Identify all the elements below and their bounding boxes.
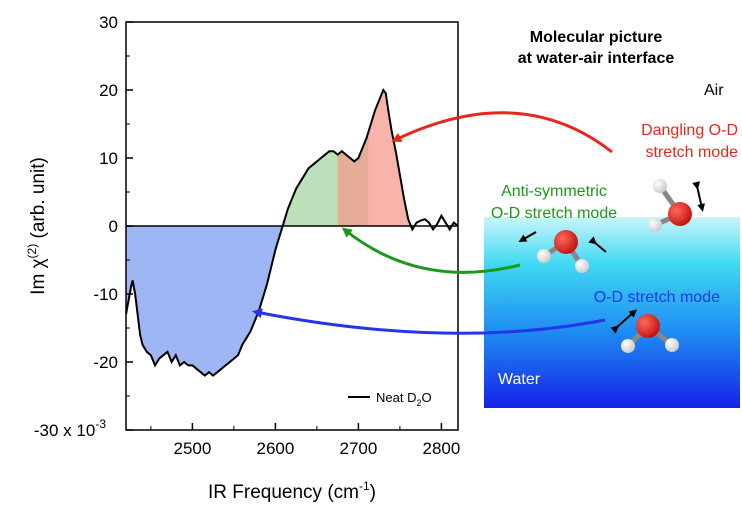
y-tick-label: 20 [99,81,118,100]
air-label: Air [704,82,724,99]
x-tick-label: 2700 [339,439,377,458]
y-tick-label: -20 [93,353,118,372]
title-line-2: at water-air interface [518,50,675,67]
molecule-antisym [518,230,607,273]
x-tick-label: 2800 [422,439,460,458]
antisym-label-line-1: Anti-symmetric [501,183,607,200]
antisym-label-line-2: O-D stretch mode [491,205,617,222]
y-tick-label: -10 [93,285,118,304]
dangling-label-line-2: stretch mode [646,144,739,161]
legend: Neat D2O [348,390,432,408]
title-line-1: Molecular picture [530,29,663,46]
arrow-antisym [341,227,521,274]
plot-area: 2500 2600 2700 2800 30 20 10 0 -10 -20 -30 x 10-3 [34,13,460,458]
stretch-label: O-D stretch mode [594,289,720,306]
x-tick-label: 2500 [173,439,211,458]
y-tick-label: -30 x 10-3 [34,417,106,440]
x-axis-label: IR Frequency (cm-1) [208,479,376,503]
y-tick-label: 0 [109,217,118,236]
legend-label: Neat D2O [376,390,432,408]
band-area-2 [337,90,413,230]
arrow-stretch [252,308,606,335]
series-line-neat-d2o [126,87,458,377]
molecule-stretch [610,309,679,353]
y-tick-label: 10 [99,149,118,168]
arrow-dangling [391,111,613,154]
molecule-dangling [648,179,706,232]
x-tick-label: 2600 [256,439,294,458]
band-area-0 [126,217,286,376]
y-tick-label: 30 [99,13,118,32]
dangling-label-line-1: Dangling O-D [641,122,738,139]
y-axis-label: Im χ(2) (arb. unit) [25,157,49,295]
water-label: Water [498,371,541,388]
